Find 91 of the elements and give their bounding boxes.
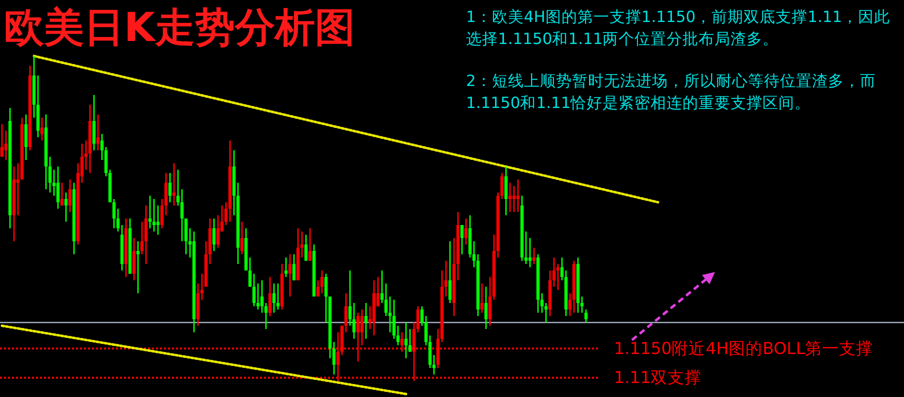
candlestick	[136, 240, 140, 294]
candlestick	[344, 292, 348, 333]
candlestick	[0, 124, 4, 158]
candlestick	[240, 221, 244, 255]
candlestick	[104, 146, 108, 177]
candlestick	[552, 256, 556, 288]
candlestick	[276, 282, 280, 310]
candlestick	[304, 234, 308, 262]
candlestick	[184, 218, 188, 255]
candlestick	[168, 172, 172, 203]
candlestick	[172, 162, 176, 206]
candlestick	[144, 204, 148, 265]
candlestick	[360, 308, 364, 346]
candlestick	[320, 270, 324, 294]
candlestick	[532, 247, 536, 265]
candlestick	[488, 276, 492, 326]
candlestick	[264, 302, 268, 330]
candlestick	[424, 315, 428, 346]
candlestick	[68, 178, 72, 213]
candlestick	[96, 114, 100, 151]
candlestick	[260, 280, 264, 314]
candlestick	[92, 94, 96, 151]
candlestick	[100, 133, 104, 161]
candlestick	[416, 306, 420, 333]
candlestick	[140, 221, 144, 255]
candlestick	[300, 230, 304, 258]
candlestick	[256, 282, 260, 310]
candlestick	[524, 230, 528, 265]
candlestick	[332, 341, 336, 376]
candlestick	[408, 328, 412, 352]
candlestick	[248, 256, 252, 288]
candlestick	[292, 254, 296, 281]
candlestick	[148, 195, 152, 229]
candlestick	[480, 282, 484, 314]
annotation: 2：短线上顺势暂时无法进场，所以耐心等待位置渣多，而1.1150和1.11恰好是紧密相连的重要支撑区间。	[466, 71, 877, 114]
candlestick	[584, 308, 588, 324]
candlestick	[24, 114, 28, 161]
candlestick	[200, 273, 204, 300]
candlestick	[16, 162, 20, 216]
chart-title: 欧美日K走势分析图	[4, 4, 355, 53]
candlestick	[84, 140, 88, 170]
candlestick	[448, 240, 452, 304]
candlestick	[164, 172, 168, 216]
candlestick	[160, 198, 164, 229]
candlestick	[348, 270, 352, 326]
candlestick	[444, 260, 448, 298]
candlestick	[428, 334, 432, 369]
candlestick	[352, 302, 356, 340]
candlestick	[460, 224, 464, 255]
candlestick	[568, 292, 572, 317]
candlestick	[272, 282, 276, 314]
candlestick	[404, 322, 408, 359]
candlestick	[384, 282, 388, 317]
candlestick	[580, 296, 584, 314]
candlestick	[316, 280, 320, 298]
candlestick	[224, 202, 228, 226]
candlestick	[60, 182, 64, 206]
candlestick	[500, 172, 504, 200]
candlestick	[180, 188, 184, 242]
candlestick	[48, 156, 52, 194]
candlestick	[308, 228, 312, 262]
candlestick	[132, 237, 136, 281]
candlestick	[560, 256, 564, 281]
candlestick	[420, 306, 424, 326]
candlestick	[268, 276, 272, 317]
candlestick	[484, 286, 488, 330]
candlestick	[176, 169, 180, 206]
candlestick	[4, 130, 8, 161]
candlestick	[396, 325, 400, 346]
candlestick	[528, 237, 532, 268]
candlestick	[56, 166, 60, 210]
candlestick	[364, 302, 368, 340]
candlestick	[380, 270, 384, 304]
candlestick	[212, 218, 216, 252]
candlestick	[112, 198, 116, 229]
ref-line-label: 1.1150附近4H图的BOLL第一支撑	[614, 338, 874, 360]
candlestick	[392, 299, 396, 340]
candlestick	[116, 208, 120, 232]
candlestick	[284, 256, 288, 278]
candlestick	[252, 273, 256, 307]
ref-line-label: 1.11双支撑	[614, 366, 702, 389]
candlestick	[472, 240, 476, 268]
candlestick	[324, 273, 328, 324]
text: 1：欧美4H图的第一支撑1.1150，前期双底支撑1.11，因此选择1.1150和1.11两个位置分批布局渣多。	[466, 7, 892, 50]
candlestick	[64, 192, 68, 222]
candlestick	[40, 117, 44, 142]
candlestick	[540, 292, 544, 314]
candlestick	[504, 166, 508, 216]
candlestick	[216, 214, 220, 248]
candlestick	[464, 218, 468, 246]
candlestick	[288, 254, 292, 298]
